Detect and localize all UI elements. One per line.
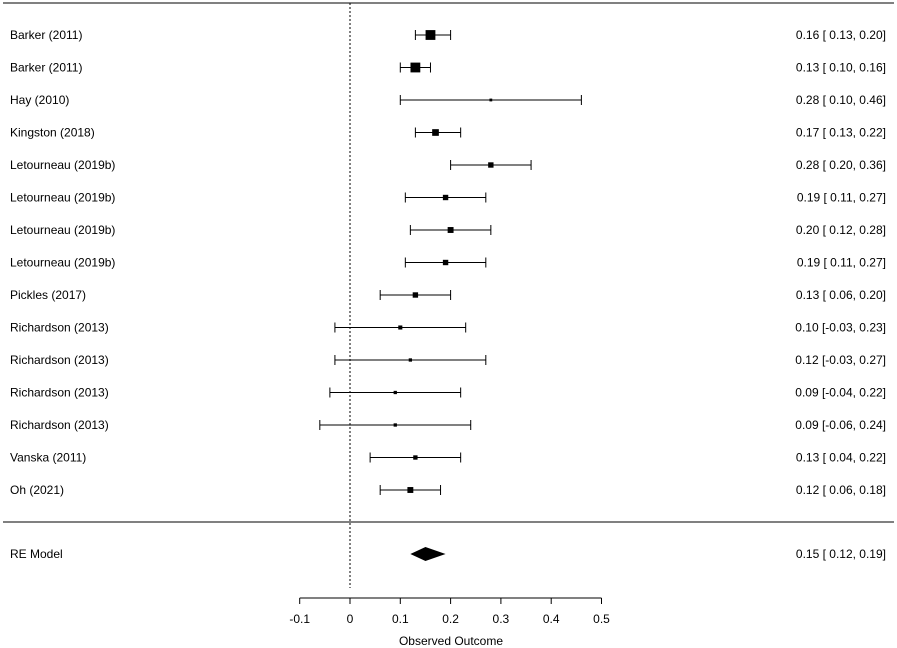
estimate-label: 0.10 [-0.03, 0.23] xyxy=(795,321,886,335)
estimate-label: 0.20 [ 0.12, 0.28] xyxy=(796,223,886,237)
study-row: Kingston (2018) 0.17 [ 0.13, 0.22] xyxy=(10,126,886,140)
study-label: Richardson (2013) xyxy=(10,418,109,432)
study-row: Barker (2011) 0.16 [ 0.13, 0.20] xyxy=(10,28,886,42)
point-estimate xyxy=(393,423,397,427)
study-label: Pickles (2017) xyxy=(10,288,86,302)
estimate-label: 0.13 [ 0.06, 0.20] xyxy=(796,288,886,302)
point-estimate xyxy=(413,455,418,460)
study-label: Letourneau (2019b) xyxy=(10,256,115,270)
estimate-label: 0.09 [-0.04, 0.22] xyxy=(795,386,886,400)
point-estimate xyxy=(489,98,493,102)
study-row: Richardson (2013) 0.12 [-0.03, 0.27] xyxy=(10,353,886,367)
point-estimate xyxy=(442,259,449,266)
tick-label: 0.4 xyxy=(543,612,560,626)
study-label: Letourneau (2019b) xyxy=(10,191,115,205)
summary-row: RE Model 0.15 [ 0.12, 0.19] xyxy=(10,547,886,561)
study-row: Vanska (2011) 0.13 [ 0.04, 0.22] xyxy=(10,451,886,465)
study-row: Pickles (2017) 0.13 [ 0.06, 0.20] xyxy=(10,288,886,302)
study-label: Richardson (2013) xyxy=(10,321,109,335)
study-label: Letourneau (2019b) xyxy=(10,223,115,237)
x-axis-title: Observed Outcome xyxy=(399,634,503,648)
x-axis: -0.1 0 0.1 0.2 0.3 0.4 0.5 xyxy=(289,597,610,626)
study-row: Richardson (2013) 0.09 [-0.04, 0.22] xyxy=(10,386,886,400)
study-label: Richardson (2013) xyxy=(10,353,109,367)
study-row: Letourneau (2019b) 0.19 [ 0.11, 0.27] xyxy=(10,191,886,205)
point-estimate xyxy=(442,194,449,201)
summary-estimate-label: 0.15 [ 0.12, 0.19] xyxy=(796,547,886,561)
estimate-label: 0.28 [ 0.20, 0.36] xyxy=(796,158,886,172)
study-label: Letourneau (2019b) xyxy=(10,158,115,172)
summary-diamond xyxy=(410,547,446,561)
estimate-label: 0.12 [ 0.06, 0.18] xyxy=(796,483,886,497)
point-estimate xyxy=(408,358,413,362)
study-row: Letourneau (2019b) 0.19 [ 0.11, 0.27] xyxy=(10,256,886,270)
study-label: Oh (2021) xyxy=(10,483,64,497)
point-estimate xyxy=(412,292,419,298)
estimate-label: 0.16 [ 0.13, 0.20] xyxy=(796,28,886,42)
study-rows: Barker (2011) 0.16 [ 0.13, 0.20]Barker (2… xyxy=(10,28,886,497)
point-estimate xyxy=(488,162,494,168)
estimate-label: 0.19 [ 0.11, 0.27] xyxy=(797,191,886,205)
study-row: Letourneau (2019b) 0.28 [ 0.20, 0.36] xyxy=(10,158,886,172)
point-estimate xyxy=(432,129,439,136)
estimate-label: 0.28 [ 0.10, 0.46] xyxy=(796,93,886,107)
study-label: Barker (2011) xyxy=(10,61,82,75)
point-estimate xyxy=(425,30,436,40)
study-row: Richardson (2013) 0.10 [-0.03, 0.23] xyxy=(10,321,886,335)
estimate-label: 0.17 [ 0.13, 0.22] xyxy=(796,126,886,140)
estimate-label: 0.09 [-0.06, 0.24] xyxy=(795,418,886,432)
study-label: Kingston (2018) xyxy=(10,126,95,140)
point-estimate xyxy=(410,62,421,73)
tick-label: 0.5 xyxy=(593,612,610,626)
study-row: Letourneau (2019b) 0.20 [ 0.12, 0.28] xyxy=(10,223,886,237)
summary-label: RE Model xyxy=(10,547,63,561)
tick-label: 0.1 xyxy=(392,612,409,626)
study-label: Richardson (2013) xyxy=(10,386,109,400)
tick-label: 0.3 xyxy=(493,612,510,626)
point-estimate xyxy=(407,487,414,493)
estimate-label: 0.19 [ 0.11, 0.27] xyxy=(797,256,886,270)
estimate-label: 0.13 [ 0.10, 0.16] xyxy=(796,61,886,75)
tick-label: 0.2 xyxy=(442,612,459,626)
estimate-label: 0.13 [ 0.04, 0.22] xyxy=(796,451,886,465)
study-label: Vanska (2011) xyxy=(10,451,86,465)
tick-label: -0.1 xyxy=(289,612,310,626)
point-estimate xyxy=(398,325,403,330)
point-estimate xyxy=(393,390,397,395)
study-row: Hay (2010) 0.28 [ 0.10, 0.46] xyxy=(10,93,886,107)
study-label: Hay (2010) xyxy=(10,93,69,107)
study-row: Richardson (2013) 0.09 [-0.06, 0.24] xyxy=(10,418,886,432)
study-label: Barker (2011) xyxy=(10,28,82,42)
estimate-label: 0.12 [-0.03, 0.27] xyxy=(795,353,886,367)
point-estimate xyxy=(447,227,454,233)
tick-label: 0 xyxy=(347,612,354,626)
study-row: Barker (2011) 0.13 [ 0.10, 0.16] xyxy=(10,61,886,75)
study-row: Oh (2021) 0.12 [ 0.06, 0.18] xyxy=(10,483,886,497)
